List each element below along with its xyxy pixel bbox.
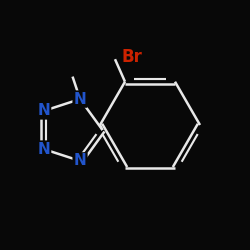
Text: N: N	[74, 92, 86, 106]
Text: N: N	[37, 104, 50, 118]
Text: Br: Br	[121, 48, 142, 66]
Text: N: N	[74, 154, 86, 168]
Text: N: N	[37, 142, 50, 156]
